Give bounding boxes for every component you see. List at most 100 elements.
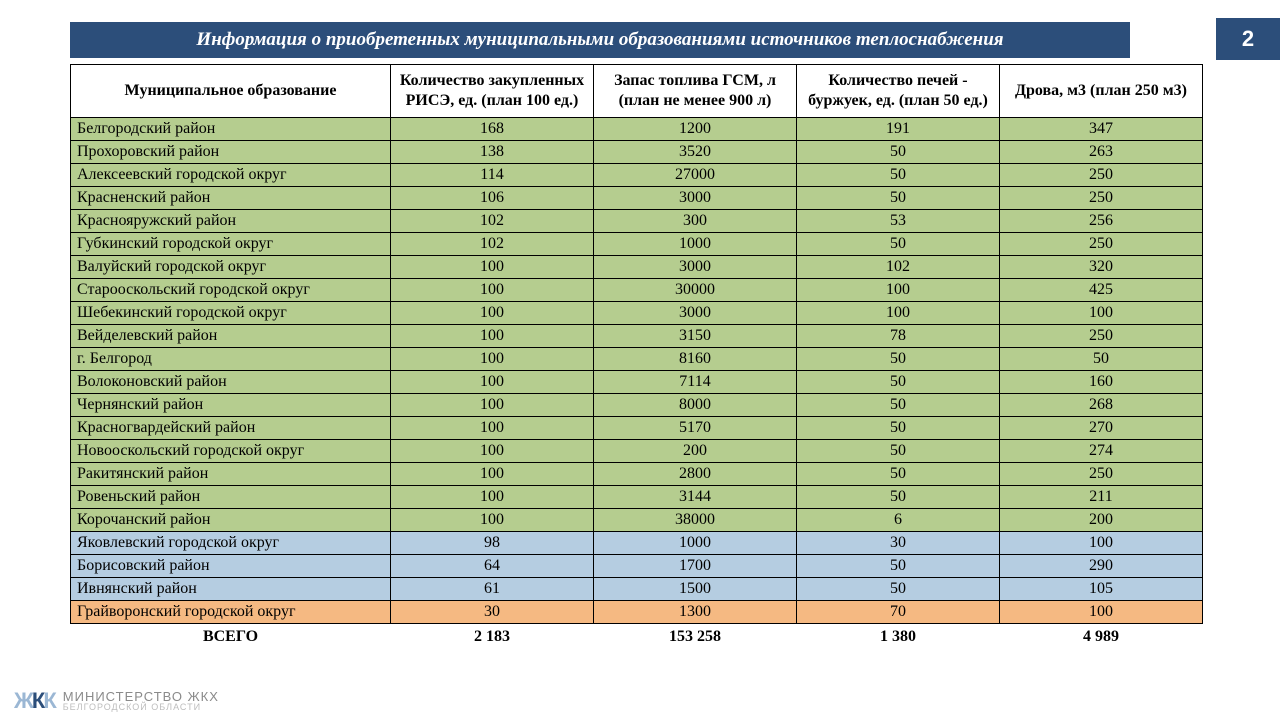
cell-rise: 100 bbox=[391, 486, 594, 509]
cell-stove: 50 bbox=[797, 394, 1000, 417]
col-header-fuel: Запас топлива ГСМ, л (план не менее 900 … bbox=[594, 65, 797, 118]
table-row: Алексеевский городской округ114270005025… bbox=[71, 164, 1203, 187]
cell-name: Яковлевский городской округ bbox=[71, 532, 391, 555]
title-bar: Информация о приобретенных муниципальным… bbox=[70, 22, 1130, 58]
cell-name: Красногвардейский район bbox=[71, 417, 391, 440]
cell-rise: 100 bbox=[391, 394, 594, 417]
col-header-stove: Количество печей - буржуек, ед. (план 50… bbox=[797, 65, 1000, 118]
cell-wood: 250 bbox=[1000, 325, 1203, 348]
table-row: Старооскольский городской округ100300001… bbox=[71, 279, 1203, 302]
cell-name: Ивнянский район bbox=[71, 578, 391, 601]
table-row: Шебекинский городской округ1003000100100 bbox=[71, 302, 1203, 325]
cell-fuel: 1500 bbox=[594, 578, 797, 601]
logo-line2: БЕЛГОРОДСКОЙ ОБЛАСТИ bbox=[63, 703, 219, 712]
cell-name: Чернянский район bbox=[71, 394, 391, 417]
cell-name: Старооскольский городской округ bbox=[71, 279, 391, 302]
cell-fuel: 8160 bbox=[594, 348, 797, 371]
cell-fuel: 1700 bbox=[594, 555, 797, 578]
table-row: Чернянский район100800050268 bbox=[71, 394, 1203, 417]
cell-name: г. Белгород bbox=[71, 348, 391, 371]
table-row: г. Белгород10081605050 bbox=[71, 348, 1203, 371]
col-header-name: Муниципальное образование bbox=[71, 65, 391, 118]
cell-wood: 100 bbox=[1000, 601, 1203, 624]
cell-stove: 78 bbox=[797, 325, 1000, 348]
table-row: Валуйский городской округ1003000102320 bbox=[71, 256, 1203, 279]
cell-rise: 114 bbox=[391, 164, 594, 187]
cell-stove: 50 bbox=[797, 348, 1000, 371]
cell-stove: 102 bbox=[797, 256, 1000, 279]
cell-wood: 320 bbox=[1000, 256, 1203, 279]
cell-rise: 100 bbox=[391, 463, 594, 486]
cell-wood: 250 bbox=[1000, 463, 1203, 486]
col-header-wood: Дрова, м3 (план 250 м3) bbox=[1000, 65, 1203, 118]
table-row: Яковлевский городской округ98100030100 bbox=[71, 532, 1203, 555]
cell-stove: 50 bbox=[797, 440, 1000, 463]
table-row: Корочанский район100380006200 bbox=[71, 509, 1203, 532]
table-row: Вейделевский район100315078250 bbox=[71, 325, 1203, 348]
table-row: Грайворонский городской округ30130070100 bbox=[71, 601, 1203, 624]
cell-fuel: 3000 bbox=[594, 187, 797, 210]
cell-name: Алексеевский городской округ bbox=[71, 164, 391, 187]
total-cell: 153 258 bbox=[594, 624, 797, 649]
table-row: Новооскольский городской округ1002005027… bbox=[71, 440, 1203, 463]
cell-stove: 191 bbox=[797, 118, 1000, 141]
cell-fuel: 27000 bbox=[594, 164, 797, 187]
table-row: Ивнянский район61150050105 bbox=[71, 578, 1203, 601]
table-row: Борисовский район64170050290 bbox=[71, 555, 1203, 578]
cell-fuel: 200 bbox=[594, 440, 797, 463]
cell-fuel: 3144 bbox=[594, 486, 797, 509]
cell-rise: 100 bbox=[391, 509, 594, 532]
table-row: Красненский район106300050250 bbox=[71, 187, 1203, 210]
cell-name: Шебекинский городской округ bbox=[71, 302, 391, 325]
cell-wood: 425 bbox=[1000, 279, 1203, 302]
data-table: Муниципальное образование Количество зак… bbox=[70, 64, 1203, 648]
total-cell: ВСЕГО bbox=[71, 624, 391, 649]
cell-stove: 53 bbox=[797, 210, 1000, 233]
cell-wood: 270 bbox=[1000, 417, 1203, 440]
cell-wood: 250 bbox=[1000, 187, 1203, 210]
table-row: Белгородский район1681200191347 bbox=[71, 118, 1203, 141]
cell-fuel: 1000 bbox=[594, 233, 797, 256]
cell-fuel: 1300 bbox=[594, 601, 797, 624]
cell-stove: 50 bbox=[797, 417, 1000, 440]
cell-wood: 105 bbox=[1000, 578, 1203, 601]
data-table-container: Муниципальное образование Количество зак… bbox=[70, 64, 1202, 648]
cell-stove: 50 bbox=[797, 141, 1000, 164]
cell-fuel: 3520 bbox=[594, 141, 797, 164]
table-row: Волоконовский район100711450160 bbox=[71, 371, 1203, 394]
cell-name: Губкинский городской округ bbox=[71, 233, 391, 256]
cell-stove: 50 bbox=[797, 555, 1000, 578]
cell-rise: 100 bbox=[391, 302, 594, 325]
cell-wood: 50 bbox=[1000, 348, 1203, 371]
cell-rise: 102 bbox=[391, 233, 594, 256]
cell-rise: 100 bbox=[391, 256, 594, 279]
table-header-row: Муниципальное образование Количество зак… bbox=[71, 65, 1203, 118]
cell-stove: 70 bbox=[797, 601, 1000, 624]
cell-wood: 274 bbox=[1000, 440, 1203, 463]
cell-stove: 50 bbox=[797, 233, 1000, 256]
cell-rise: 100 bbox=[391, 440, 594, 463]
cell-fuel: 5170 bbox=[594, 417, 797, 440]
cell-name: Волоконовский район bbox=[71, 371, 391, 394]
cell-rise: 100 bbox=[391, 417, 594, 440]
cell-fuel: 3000 bbox=[594, 256, 797, 279]
cell-name: Валуйский городской округ bbox=[71, 256, 391, 279]
total-cell: 4 989 bbox=[1000, 624, 1203, 649]
cell-rise: 61 bbox=[391, 578, 594, 601]
cell-wood: 160 bbox=[1000, 371, 1203, 394]
cell-wood: 250 bbox=[1000, 233, 1203, 256]
cell-fuel: 1000 bbox=[594, 532, 797, 555]
cell-stove: 50 bbox=[797, 463, 1000, 486]
table-total-row: ВСЕГО2 183153 2581 3804 989 bbox=[71, 624, 1203, 649]
cell-fuel: 1200 bbox=[594, 118, 797, 141]
cell-rise: 100 bbox=[391, 371, 594, 394]
total-cell: 2 183 bbox=[391, 624, 594, 649]
cell-wood: 250 bbox=[1000, 164, 1203, 187]
page-number-badge: 2 bbox=[1216, 18, 1280, 60]
cell-fuel: 30000 bbox=[594, 279, 797, 302]
cell-stove: 50 bbox=[797, 371, 1000, 394]
table-row: Ракитянский район100280050250 bbox=[71, 463, 1203, 486]
cell-rise: 64 bbox=[391, 555, 594, 578]
cell-fuel: 300 bbox=[594, 210, 797, 233]
cell-stove: 30 bbox=[797, 532, 1000, 555]
